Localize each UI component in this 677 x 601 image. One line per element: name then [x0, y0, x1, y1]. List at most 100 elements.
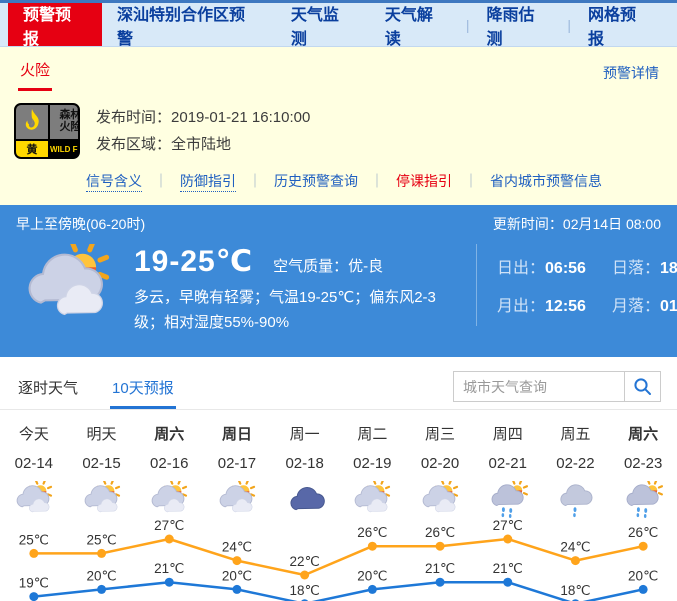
- partly-cloudy-icon: [68, 479, 136, 519]
- warning-link[interactable]: 省内城市预警信息: [490, 173, 602, 189]
- top-accent-line: [0, 0, 677, 3]
- sun-moon-item: 日落：18:19: [611, 260, 677, 277]
- forecast-day-column[interactable]: 周四 02-21: [474, 423, 542, 519]
- svg-text:24℃: 24℃: [560, 540, 590, 555]
- top-navigation: 预警预报 深汕特别合作区预警 天气监测 天气解读 | 降雨估测 | 网格预报: [0, 3, 677, 48]
- warning-publish-info: 发布时间：2019-01-21 16:10:00 发布区域：全市陆地: [96, 104, 310, 158]
- svg-text:27℃: 27℃: [493, 519, 523, 533]
- day-name: 周四: [492, 426, 523, 443]
- svg-text:20℃: 20℃: [86, 568, 116, 583]
- current-weather-header: 早上至傍晚(06-20时) 更新时间：02月14日 08:00: [16, 214, 661, 234]
- forecast-day-column[interactable]: 周五 02-22: [542, 423, 610, 519]
- subtab-fire-risk[interactable]: 火险: [18, 59, 53, 91]
- sun-shower-icon: [474, 479, 542, 519]
- day-date: 02-18: [285, 455, 324, 472]
- partly-cloudy-icon: [338, 479, 406, 519]
- topnav-item[interactable]: 天气解读: [384, 6, 433, 48]
- sun-shower-icon: [609, 479, 677, 519]
- day-name: 周三: [425, 426, 456, 443]
- day-name: 周二: [357, 426, 388, 443]
- svg-text:24℃: 24℃: [222, 540, 252, 555]
- forecast-day-column[interactable]: 周日 02-17: [203, 423, 271, 519]
- search-input[interactable]: [453, 371, 625, 402]
- partly-cloudy-icon: [406, 479, 474, 519]
- fire-warning-level-en: WILD FIRE: [50, 141, 78, 157]
- day-name: 周六: [154, 426, 185, 443]
- flame-icon: [16, 105, 48, 139]
- svg-text:21℃: 21℃: [425, 561, 455, 576]
- forecast-day-column[interactable]: 明天 02-15: [68, 423, 136, 519]
- partly-cloudy-icon: [0, 479, 68, 519]
- warning-link[interactable]: 信号含义: [86, 173, 142, 192]
- svg-text:25℃: 25℃: [86, 532, 116, 547]
- city-weather-search: [453, 371, 661, 402]
- forecast-day-column[interactable]: 周一 02-18: [271, 423, 339, 519]
- tab-hourly-weather[interactable]: 逐时天气: [18, 380, 79, 397]
- day-date: 02-21: [488, 455, 527, 472]
- svg-text:27℃: 27℃: [154, 519, 184, 533]
- topnav-item[interactable]: 降雨估测: [486, 6, 535, 48]
- day-date: 02-16: [150, 455, 189, 472]
- day-date: 02-23: [623, 455, 663, 472]
- svg-text:26℃: 26℃: [628, 525, 658, 540]
- current-weather-main: 19-25℃ 空气质量：优-良 多云，早晚有轻雾；气温19-25℃；偏东风2-3…: [134, 244, 462, 335]
- topnav-item[interactable]: 天气监测: [290, 6, 339, 48]
- tab-10day-forecast[interactable]: 10天预报: [110, 377, 176, 409]
- partly-cloudy-icon: [18, 240, 118, 328]
- sun-moon-times: 日出：06:56 日落：18:19 月出：12:56 月落：01:31: [476, 244, 677, 326]
- rain-icon: [542, 479, 610, 519]
- fire-warning-level: 黄: [16, 141, 48, 157]
- warning-links-row: 信号含义 ｜ 防御指引 ｜ 历史预警查询 ｜ 停课指引 ｜ 省内城市预警信息: [0, 163, 677, 203]
- day-name: 明天: [86, 426, 117, 443]
- overcast-icon: [271, 479, 339, 519]
- publish-time-value: 2019-01-21 16:10:00: [171, 109, 311, 126]
- topnav-tab-active[interactable]: 预警预报: [8, 3, 102, 48]
- day-name: 周日: [221, 426, 252, 443]
- day-date: 02-22: [556, 455, 595, 472]
- svg-text:19℃: 19℃: [19, 576, 49, 591]
- temperature-row: 19-25℃ 空气质量：优-良: [134, 244, 462, 279]
- svg-text:20℃: 20℃: [222, 568, 252, 583]
- svg-text:20℃: 20℃: [628, 568, 658, 583]
- topnav-left: 深汕特别合作区预警 天气监测: [102, 3, 370, 48]
- link-divider: ｜: [248, 173, 262, 189]
- svg-text:18℃: 18℃: [560, 583, 590, 598]
- update-time-label: 更新时间：02月14日 08:00: [492, 216, 661, 232]
- forecast-day-column[interactable]: 周六 02-23: [609, 423, 677, 519]
- link-divider: ｜: [370, 173, 384, 189]
- day-date: 02-17: [217, 455, 257, 472]
- air-quality: 空气质量：优-良: [273, 258, 384, 275]
- topnav-item[interactable]: 网格预报: [588, 6, 637, 48]
- warning-detail-link[interactable]: 预警详情: [603, 65, 659, 81]
- publish-time-row: 发布时间：2019-01-21 16:10:00: [96, 109, 311, 126]
- svg-text:26℃: 26℃: [425, 525, 455, 540]
- forecast-tabs-row: 逐时天气 10天预报: [0, 357, 677, 410]
- current-weather-panel: 早上至傍晚(06-20时) 更新时间：02月14日 08:00 19-25℃ 空…: [0, 205, 677, 357]
- publish-area-row: 发布区域：全市陆地: [96, 136, 232, 153]
- forecast-day-column[interactable]: 周二 02-19: [338, 423, 406, 519]
- sun-moon-item: 月落：01:31: [611, 298, 677, 315]
- sun-moon-item: 月出：12:56: [497, 298, 586, 315]
- forecast-day-column[interactable]: 周三 02-20: [406, 423, 474, 519]
- svg-text:21℃: 21℃: [493, 561, 523, 576]
- forecast-day-column[interactable]: 周六 02-16: [135, 423, 203, 519]
- link-divider: ｜: [154, 173, 168, 189]
- day-name: 周五: [560, 426, 591, 443]
- day-name: 周六: [628, 426, 659, 443]
- svg-text:22℃: 22℃: [290, 554, 320, 569]
- forecast-day-column[interactable]: 今天 02-14: [0, 423, 68, 519]
- warning-link[interactable]: 停课指引: [396, 173, 452, 189]
- link-divider: ｜: [464, 173, 478, 189]
- topnav-item[interactable]: 深汕特别合作区预警: [116, 6, 245, 48]
- temperature-range: 19-25℃: [134, 245, 254, 278]
- search-icon: [634, 378, 651, 395]
- warning-link[interactable]: 历史预警查询: [274, 173, 358, 189]
- svg-text:25℃: 25℃: [19, 532, 49, 547]
- search-button[interactable]: [625, 371, 661, 402]
- day-name: 今天: [18, 426, 49, 443]
- warning-link[interactable]: 防御指引: [180, 173, 236, 192]
